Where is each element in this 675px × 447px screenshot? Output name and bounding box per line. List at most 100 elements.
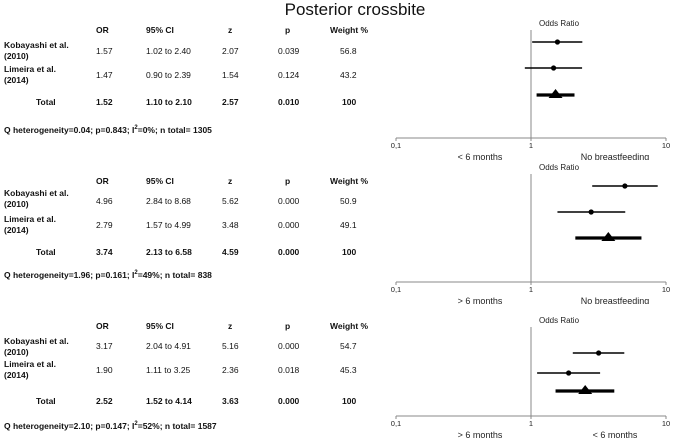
z-value: 2.36 [222,365,239,375]
forest-plot-svg: Odds Ratio 0,1 1 10 > 6 months No breastfeedi… [391,163,670,306]
figure-title: Posterior crossbite [284,0,426,19]
study-point-estimate [588,209,594,215]
weight-value: 56.8 [340,46,357,56]
z-value: 5.62 [222,196,239,206]
header-or: OR [96,25,109,35]
heterogeneity-pre: Q heterogeneity=0.04; p=0.843; I [4,125,135,135]
study-name-1: Kobayashi et al. (2010) [4,336,72,358]
header-weight: Weight % [330,25,369,35]
heterogeneity-post: =49%; n total= 838 [137,270,212,280]
axis-title: Odds Ratio [539,163,580,172]
x-tick-label: 0,1 [391,419,401,428]
study-name-line2: (2010) [4,51,29,61]
weight-value: 45.3 [340,365,357,375]
ci-value: 1.57 to 4.99 [146,220,191,230]
total-point-estimate [578,385,593,394]
z-value: 5.16 [222,341,239,351]
left-direction-label: > 6 months [458,430,503,440]
study-name-2: Limeira et al. (2014) [4,214,72,236]
study-point-estimate [596,350,602,356]
or-value: 1.57 [96,46,113,56]
study-name-line2: (2014) [4,75,29,85]
left-direction-label: > 6 months [458,296,503,304]
x-tick-label: 0,1 [391,141,401,150]
header-or: OR [96,176,109,186]
study-name-2: Limeira et al. (2014) [4,359,72,381]
header-p: p [285,25,291,35]
forest-panel-2: OR 95% CI z p Weight % Kobayashi et al. … [0,150,675,306]
p-value: 0.000 [278,220,300,230]
study-name-2: Limeira et al. (2014) [4,64,72,86]
study-name-1: Kobayashi et al. (2010) [4,188,72,210]
forest-plot-svg: Odds Ratio 0,1 1 10 > 6 months < 6 months [391,316,670,440]
study-name-line2: (2010) [4,199,29,209]
study-name-line1: Kobayashi et al. [4,188,69,198]
total-or: 3.74 [96,247,113,257]
p-value: 0.018 [278,365,300,375]
header-p: p [285,321,291,331]
total-ci: 2.13 to 6.58 [146,247,192,257]
x-tick-label: 10 [662,141,670,150]
right-direction-label: < 6 months [593,430,638,440]
total-z: 3.63 [222,396,239,406]
right-direction-label: No breastfeeding [581,296,650,304]
header-ci: 95% CI [146,321,174,331]
x-tick-label: 0,1 [391,285,401,294]
x-tick-label: 10 [662,285,670,294]
heterogeneity-pre: Q heterogeneity=2.10; p=0.147; I [4,421,135,431]
study-name-line1: Kobayashi et al. [4,336,69,346]
total-weight: 100 [342,97,357,107]
or-value: 1.90 [96,365,113,375]
header-z: z [228,176,233,186]
total-label: Total [36,247,56,257]
forest-plot-svg: Odds Ratio 0,1 1 10 < 6 months No breastfeedi… [391,19,670,162]
header-or: OR [96,321,109,331]
study-name-line1: Kobayashi et al. [4,40,69,50]
forest-plot-2: Odds Ratio 0,1 1 10 > 6 months No breastfeedi… [380,162,675,309]
forest-panel-1: OR 95% CI z p Weight % Kobayashi et al. … [0,0,675,162]
total-z: 2.57 [222,97,239,107]
header-weight: Weight % [330,321,369,331]
x-tick-label: 1 [529,419,533,428]
right-direction-label: No breastfeeding [581,152,650,160]
ci-value: 1.02 to 2.40 [146,46,191,56]
total-z: 4.59 [222,247,239,257]
study-name-line2: (2014) [4,225,29,235]
ci-value: 1.11 to 3.25 [146,365,191,375]
header-z: z [228,25,233,35]
p-value: 0.124 [278,70,300,80]
total-p: 0.000 [278,396,300,406]
study-name-line1: Limeira et al. [4,214,56,224]
heterogeneity-pre: Q heterogeneity=1.96; p=0.161; I [4,270,135,280]
forest-plot-1: Odds Ratio 0,1 1 10 < 6 months No breastfeedi… [380,18,675,165]
z-value: 2.07 [222,46,239,56]
header-ci: 95% CI [146,176,174,186]
p-value: 0.039 [278,46,300,56]
study-point-estimate [566,370,572,376]
total-label: Total [36,396,56,406]
heterogeneity-text: Q heterogeneity=0.04; p=0.843; I2=0%; n … [4,125,212,135]
total-or: 2.52 [96,396,113,406]
ci-value: 2.84 to 8.68 [146,196,191,206]
header-weight: Weight % [330,176,369,186]
total-or: 1.52 [96,97,113,107]
study-point-estimate [554,39,561,45]
total-p: 0.010 [278,97,300,107]
axis-title: Odds Ratio [539,19,580,28]
heterogeneity-text: Q heterogeneity=1.96; p=0.161; I2=49%; n… [4,270,212,280]
weight-value: 54.7 [340,341,357,351]
total-weight: 100 [342,247,357,257]
weight-value: 43.2 [340,70,357,80]
total-weight: 100 [342,396,357,406]
ci-value: 2.04 to 4.91 [146,341,191,351]
x-tick-label: 10 [662,419,670,428]
axis-title: Odds Ratio [539,316,580,325]
ci-value: 0.90 to 2.39 [146,70,191,80]
study-name-1: Kobayashi et al. (2010) [4,40,72,62]
study-point-estimate [550,65,557,71]
total-point-estimate [601,232,616,241]
or-value: 3.17 [96,341,113,351]
heterogeneity-post: =0%; n total= 1305 [137,125,212,135]
p-value: 0.000 [278,196,300,206]
forest-plot-3: Odds Ratio 0,1 1 10 > 6 months < 6 months [380,315,675,447]
